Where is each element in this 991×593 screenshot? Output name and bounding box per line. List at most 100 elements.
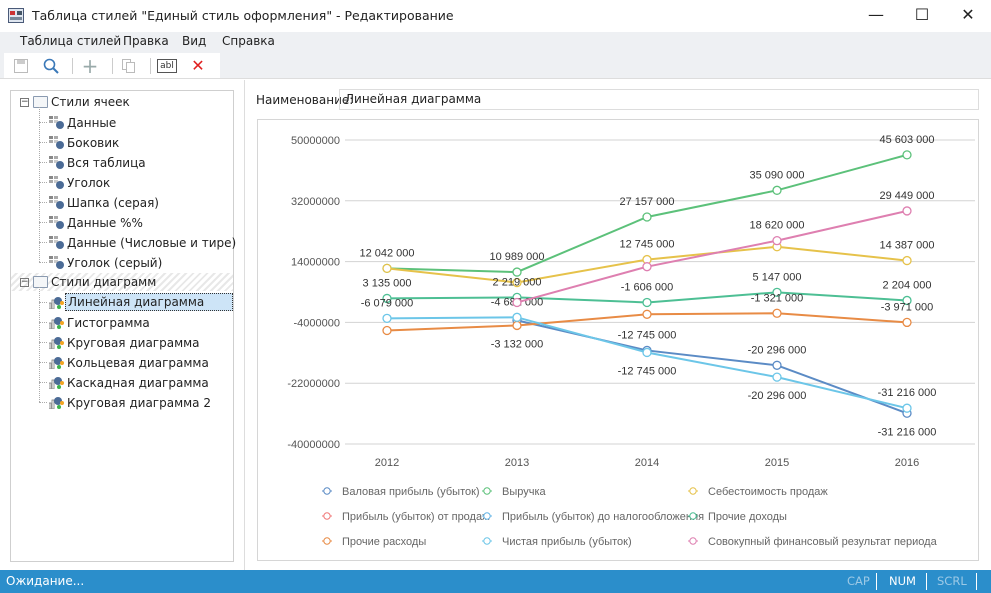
tree-guide-line: [39, 287, 40, 402]
data-label: -12 745 000: [618, 365, 677, 377]
data-label: 12 042 000: [359, 247, 414, 259]
cell-style-icon: [49, 216, 64, 229]
tree-item-label: Круговая диаграмма: [67, 336, 200, 350]
y-tick-label: 32000000: [291, 196, 340, 208]
status-bar: Ожидание... CAP NUM SCRL: [0, 570, 991, 593]
legend-marker: [483, 537, 491, 545]
tree-item[interactable]: Данные %%: [11, 213, 233, 231]
data-point: [382, 313, 392, 323]
legend-marker: [689, 512, 697, 520]
tree-item[interactable]: Данные (Числовые и тире): [11, 233, 236, 251]
y-tick-label: -4000000: [294, 317, 341, 329]
data-point: [382, 325, 392, 336]
cell-style-icon: [49, 196, 64, 209]
y-tick-label: -40000000: [287, 439, 340, 451]
tree-item[interactable]: Данные: [11, 113, 233, 131]
y-tick-label: 50000000: [291, 135, 340, 147]
rename-icon[interactable]: abl: [157, 59, 177, 73]
data-point: [772, 308, 782, 318]
chart-style-icon: [49, 397, 64, 409]
data-point: [772, 185, 782, 195]
x-tick-label: 2013: [505, 457, 529, 469]
status-divider: [976, 573, 977, 590]
data-point: [902, 206, 912, 216]
chart-preview: 50000000 32000000 14000000 -4000000 -2200000…: [257, 119, 979, 561]
collapse-icon[interactable]: −: [20, 97, 29, 107]
cap-indicator: CAP: [847, 574, 870, 588]
tree-item[interactable]: Вся таблица: [11, 153, 233, 171]
tree-item[interactable]: Уголок: [11, 173, 233, 191]
legend-entry: Валовая прибыль (убыток): [342, 486, 480, 498]
data-label: -31 216 000: [878, 387, 937, 399]
folder-icon: [33, 276, 48, 288]
x-tick-label: 2016: [895, 457, 919, 469]
close-button[interactable]: ✕: [961, 5, 975, 24]
tree-item[interactable]: Боковик: [11, 133, 233, 151]
preview-icon[interactable]: [40, 56, 62, 76]
data-point: [512, 267, 522, 277]
tree-group[interactable]: − Стили ячеек: [11, 93, 233, 111]
save-icon[interactable]: [10, 56, 32, 76]
menu-view[interactable]: Вид: [182, 34, 207, 48]
tree-guide-line: [39, 107, 40, 262]
data-label: 35 090 000: [749, 169, 804, 181]
delete-icon[interactable]: ✕: [191, 56, 205, 75]
tree-item[interactable]: Кольцевая диаграмма: [11, 353, 233, 371]
app-icon: [8, 8, 24, 23]
minimize-button[interactable]: —: [868, 5, 884, 24]
legend-entry: Себестоимость продаж: [708, 486, 828, 498]
tree-item[interactable]: Уголок (серый): [11, 253, 233, 271]
data-label: 2 219 000: [493, 276, 542, 288]
tree-group[interactable]: − Стили диаграмм: [11, 273, 233, 291]
legend-entry: Прочие доходы: [708, 511, 787, 523]
tree-item-label: Гистограмма: [67, 316, 150, 330]
status-divider: [926, 573, 927, 590]
tree-item[interactable]: Линейная диаграмма: [11, 293, 233, 311]
data-point: [902, 150, 912, 160]
x-tick-label: 2012: [375, 457, 399, 469]
tree-item-label: Данные: [67, 116, 117, 130]
series-line: [516, 319, 908, 415]
data-label: -1 606 000: [621, 281, 674, 293]
tree-item-label: Данные (Числовые и тире): [67, 236, 237, 250]
data-point: [772, 372, 782, 382]
data-label: -1 321 000: [751, 292, 804, 304]
tree-item-label: Каскадная диаграмма: [67, 376, 209, 390]
name-input[interactable]: Линейная диаграмма: [339, 89, 979, 110]
num-indicator: NUM: [889, 574, 916, 588]
tree-item[interactable]: Каскадная диаграмма: [11, 373, 233, 391]
data-point: [512, 312, 522, 322]
menu-help[interactable]: Справка: [222, 34, 275, 48]
maximize-button[interactable]: ☐: [914, 5, 930, 24]
data-label: 14 387 000: [879, 240, 934, 252]
tree-item-label: Шапка (серая): [67, 196, 159, 210]
data-point: [642, 309, 652, 319]
legend-entry: Совокупный финансовый результат периода: [708, 536, 938, 548]
tree-item-label: Уголок (серый): [67, 256, 163, 270]
folder-icon: [33, 96, 48, 108]
y-tick-label: 14000000: [291, 257, 340, 269]
tree-item[interactable]: Шапка (серая): [11, 193, 233, 211]
collapse-icon[interactable]: −: [20, 277, 29, 287]
name-label: Наименование:: [256, 93, 354, 107]
data-label: 29 449 000: [879, 190, 934, 202]
tree-item[interactable]: Гистограмма: [11, 313, 233, 331]
legend-marker: [689, 487, 697, 495]
toolbar-separator: [72, 58, 73, 74]
chart-style-icon: [49, 337, 64, 349]
tree-item-label: Вся таблица: [67, 156, 146, 170]
title-bar: Таблица стилей "Единый стиль оформления"…: [0, 0, 991, 32]
menu-edit[interactable]: Правка: [123, 34, 169, 48]
legend-marker: [323, 487, 331, 495]
splitter[interactable]: [244, 80, 245, 570]
data-label: -12 745 000: [618, 329, 677, 341]
chart-style-icon: [49, 357, 64, 369]
menu-table-styles[interactable]: Таблица стилей: [20, 34, 122, 48]
tree-item[interactable]: Круговая диаграмма: [11, 333, 233, 351]
add-icon[interactable]: +: [81, 54, 99, 78]
tree-item[interactable]: Круговая диаграмма 2: [11, 393, 233, 411]
chart-style-icon: [49, 297, 64, 309]
copy-icon[interactable]: [118, 56, 140, 76]
styles-tree[interactable]: − Стили ячеек Данные Боковик Вся таблица Угол…: [10, 90, 236, 562]
cell-style-icon: [49, 116, 64, 129]
